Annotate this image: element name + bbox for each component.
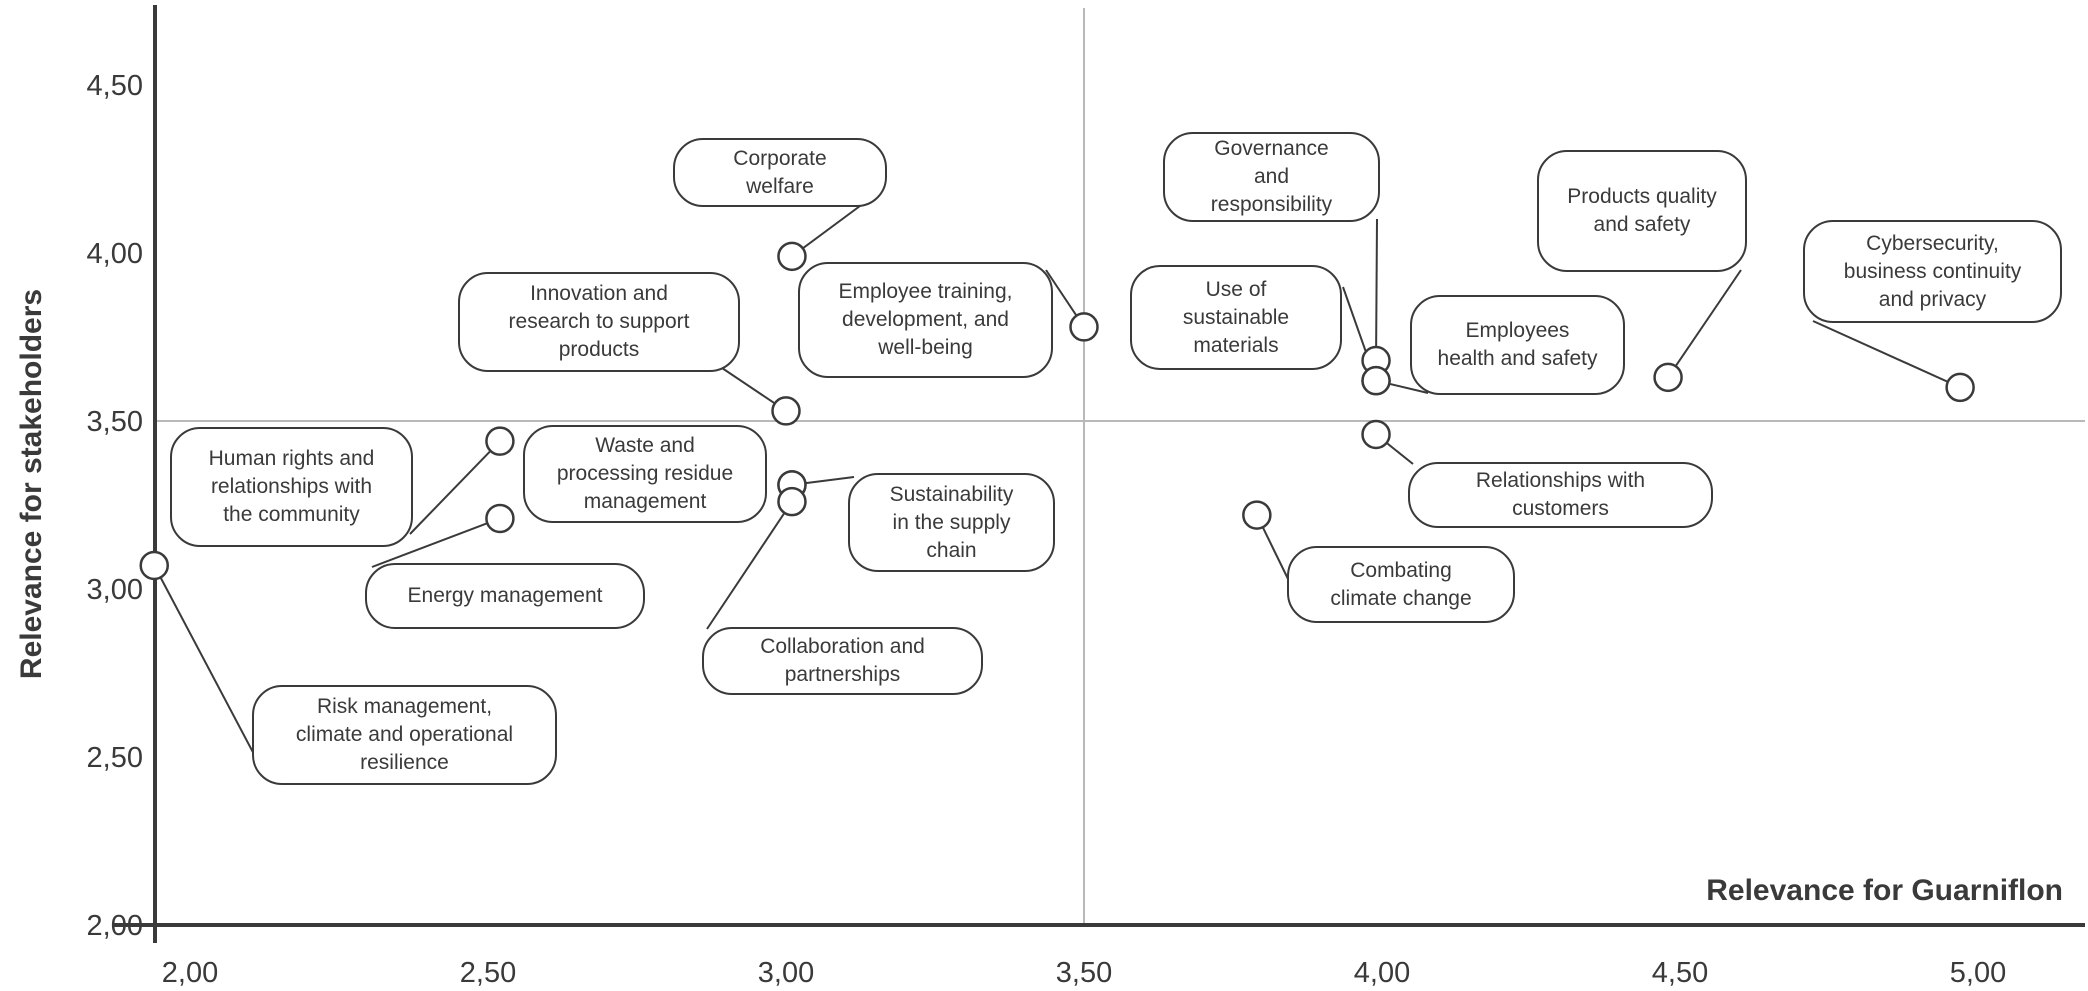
y-tick-label: 2,00 <box>87 910 143 942</box>
y-axis-title: Relevance for stakeholders <box>15 288 48 680</box>
x-tick-label: 5,00 <box>1950 957 2006 989</box>
data-point <box>1361 419 1391 450</box>
data-point <box>777 241 807 272</box>
data-point <box>139 550 169 581</box>
leader-line <box>409 440 501 535</box>
data-point <box>485 503 515 534</box>
data-point <box>1242 500 1272 530</box>
leader-line <box>371 517 501 568</box>
y-tick-label: 3,00 <box>87 574 143 606</box>
data-point <box>771 396 801 426</box>
x-axis-title: Relevance for Guarniflon <box>1706 874 2063 907</box>
leader-line <box>791 202 865 258</box>
leader-line <box>1375 218 1378 361</box>
x-tick-label: 4,00 <box>1354 957 1410 989</box>
data-point <box>1361 365 1391 396</box>
y-tick-label: 3,50 <box>87 406 143 438</box>
y-tick-label: 2,50 <box>87 742 143 774</box>
data-point <box>777 486 807 517</box>
x-tick-label: 2,00 <box>162 957 218 989</box>
x-tick-label: 3,00 <box>758 957 814 989</box>
x-tick-label: 2,50 <box>460 957 516 989</box>
leader-line <box>153 565 257 759</box>
leader-line <box>1812 320 1961 389</box>
y-tick-label: 4,00 <box>87 238 143 270</box>
y-tick-label: 4,50 <box>87 70 143 102</box>
data-point <box>1069 312 1099 342</box>
leader-line <box>1667 269 1742 378</box>
data-point <box>1945 372 1975 403</box>
data-point <box>485 426 515 456</box>
leader-line <box>706 501 793 630</box>
data-point <box>1653 362 1683 393</box>
x-tick-label: 4,50 <box>1652 957 1708 989</box>
x-tick-label: 3,50 <box>1056 957 1112 989</box>
